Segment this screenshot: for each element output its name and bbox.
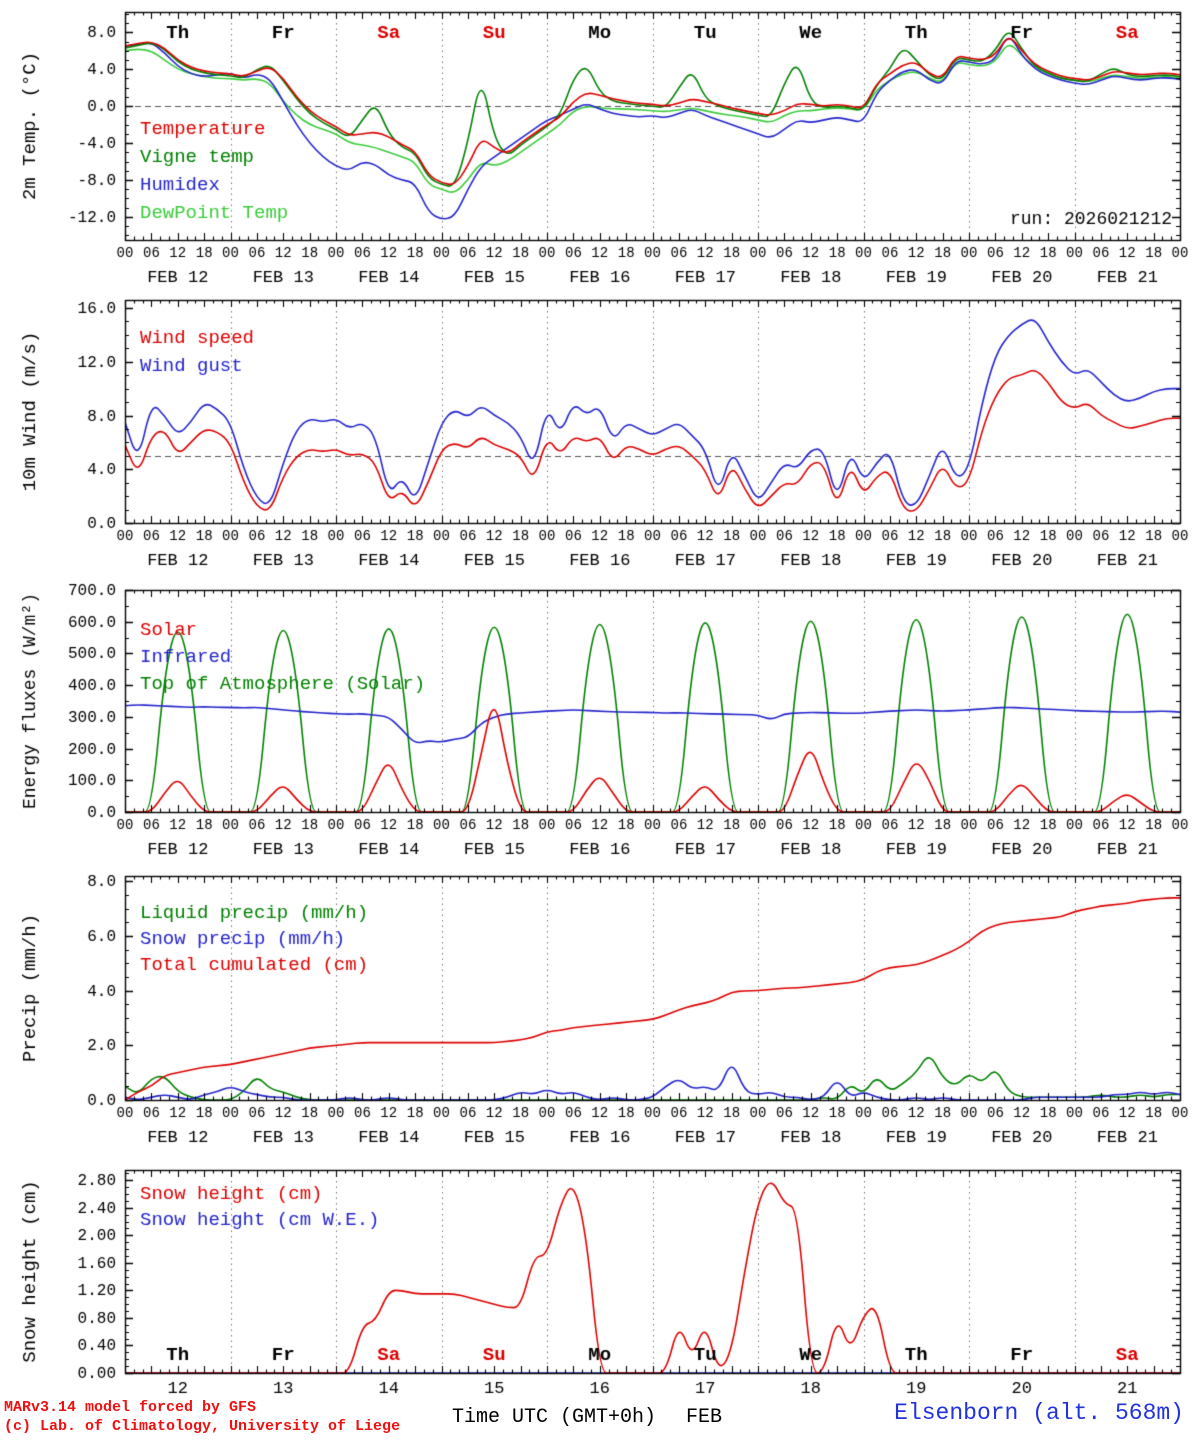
station-label: Elsenborn (alt. 568m) [894,1400,1184,1426]
precipitation-panel-chart [0,868,1194,1156]
temperature-panel-chart [0,0,1194,290]
x-axis-title-text: Time UTC (GMT+0h) [452,1406,657,1429]
credit-line-1: MARv3.14 model forced by GFS [4,1399,257,1416]
x-axis-month-label: FEB [686,1406,723,1429]
footer: MARv3.14 model forced by GFS (c) Lab. of… [0,1398,1194,1440]
credit-line-2: (c) Lab. of Climatology, University of L… [4,1418,401,1435]
snow-height-panel-chart [0,1156,1194,1398]
x-axis-title: Time UTC (GMT+0h) FEB [452,1406,722,1429]
energy-flux-panel-chart [0,580,1194,868]
model-credit: MARv3.14 model forced by GFS (c) Lab. of… [4,1398,400,1436]
wind-panel-chart [0,290,1194,580]
